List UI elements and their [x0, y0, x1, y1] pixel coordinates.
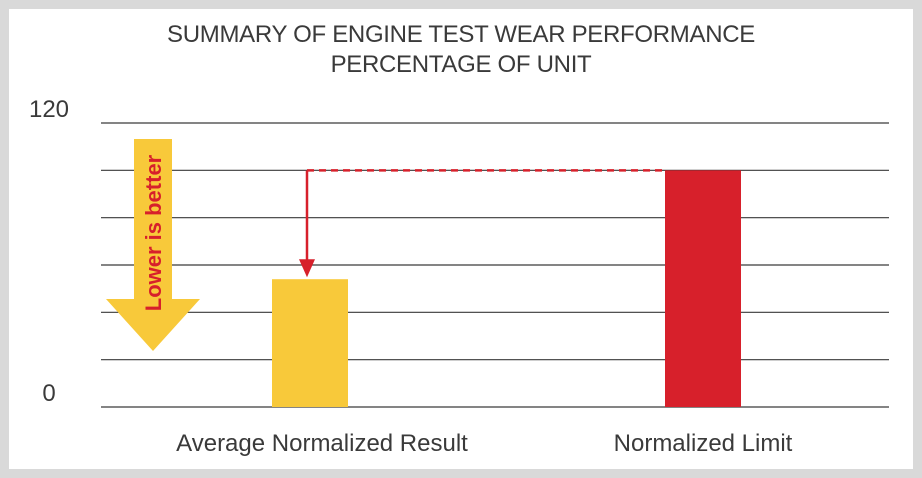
lower-is-better-annotation: Lower is better: [106, 139, 200, 351]
category-label: Normalized Limit: [614, 430, 793, 457]
bar: [665, 170, 741, 407]
bar: [272, 279, 348, 407]
limit-indicator: [299, 169, 665, 278]
gridlines: [101, 122, 889, 408]
annotation-text: Lower is better: [141, 154, 166, 311]
bar-chart: 0 120 Lower is better Average Normalized …: [29, 96, 889, 457]
down-arrow-icon: [106, 139, 200, 351]
y-tick-labels: 0 120: [29, 96, 69, 407]
category-label: Average Normalized Result: [176, 430, 468, 457]
y-tick-label: 120: [29, 96, 69, 123]
chart-panel: SUMMARY OF ENGINE TEST WEAR PERFORMANCE …: [9, 9, 913, 469]
category-labels: Average Normalized Result Normalized Limi…: [176, 430, 793, 457]
chart-subtitle: PERCENTAGE OF UNIT: [330, 51, 592, 78]
limit-arrow-head: [299, 259, 315, 278]
chart-title: SUMMARY OF ENGINE TEST WEAR PERFORMANCE: [167, 21, 755, 48]
bars: [272, 170, 741, 407]
y-tick-label: 0: [42, 380, 55, 407]
